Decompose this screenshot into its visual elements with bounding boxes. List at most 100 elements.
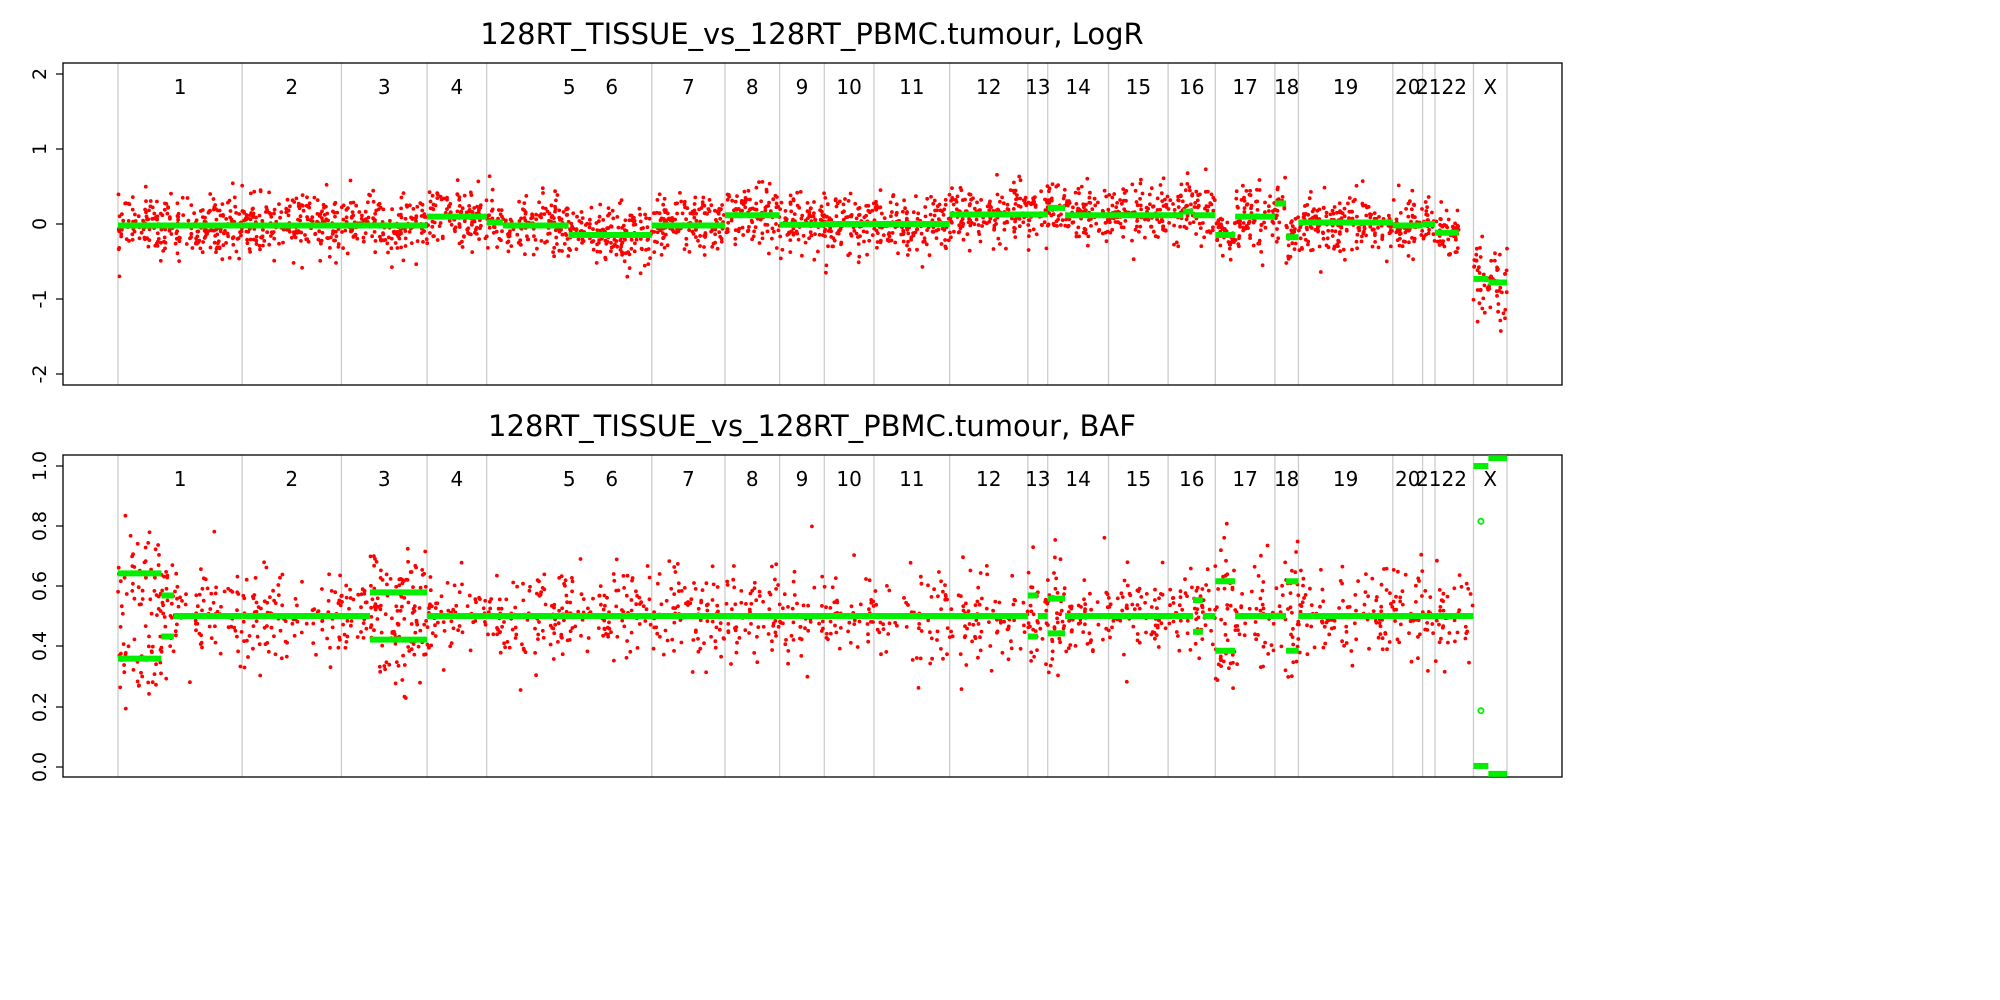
logr-raw-point bbox=[733, 236, 738, 241]
logr-raw-point bbox=[1406, 254, 1411, 258]
baf-raw-point bbox=[1228, 661, 1233, 666]
baf-raw-point bbox=[1058, 640, 1062, 645]
logr-raw-point bbox=[389, 246, 394, 251]
baf-raw-point bbox=[1256, 633, 1260, 637]
baf-raw-point bbox=[1055, 620, 1060, 625]
baf-raw-point bbox=[1426, 669, 1430, 673]
logr-raw-point bbox=[1137, 229, 1141, 234]
baf-raw-point bbox=[1453, 639, 1457, 644]
logr-raw-point bbox=[557, 229, 562, 234]
baf-raw-point bbox=[398, 608, 403, 613]
logr-raw-point bbox=[1338, 249, 1342, 254]
baf-raw-point bbox=[1031, 545, 1035, 550]
baf-raw-point bbox=[416, 644, 421, 649]
logr-raw-point bbox=[1353, 197, 1357, 202]
baf-raw-point bbox=[454, 603, 459, 608]
baf-raw-point bbox=[1437, 640, 1442, 645]
baf-raw-point bbox=[974, 618, 979, 623]
logr-raw-point bbox=[1051, 221, 1056, 226]
logr-raw-points bbox=[116, 167, 1509, 333]
logr-raw-point bbox=[958, 186, 963, 190]
baf-raw-point bbox=[1083, 609, 1087, 614]
baf-raw-point bbox=[1082, 597, 1086, 602]
baf-raw-point bbox=[457, 590, 462, 595]
logr-raw-point bbox=[565, 206, 569, 211]
baf-raw-point bbox=[1309, 624, 1314, 629]
baf-raw-point bbox=[568, 600, 573, 605]
baf-raw-point bbox=[1035, 648, 1039, 652]
baf-raw-point bbox=[496, 627, 500, 632]
baf-raw-point bbox=[456, 628, 460, 633]
baf-raw-point bbox=[1029, 585, 1033, 589]
baf-raw-point bbox=[1344, 624, 1349, 629]
logr-raw-point bbox=[300, 193, 305, 198]
baf-raw-point bbox=[460, 582, 464, 587]
baf-raw-point bbox=[1178, 589, 1183, 594]
logr-raw-point bbox=[960, 217, 965, 221]
logr-raw-point bbox=[341, 246, 345, 251]
logr-raw-point bbox=[1004, 246, 1008, 251]
logr-raw-point bbox=[1153, 234, 1158, 239]
baf-raw-point bbox=[1157, 596, 1161, 601]
logr-raw-point bbox=[1155, 196, 1160, 201]
logr-raw-point bbox=[204, 228, 208, 233]
baf-raw-point bbox=[504, 597, 509, 602]
baf-raw-point bbox=[918, 574, 923, 579]
baf-raw-point bbox=[393, 641, 398, 646]
baf-raw-point bbox=[1012, 597, 1017, 602]
logr-raw-point bbox=[1276, 236, 1281, 241]
baf-segment-point bbox=[1477, 707, 1485, 715]
logr-raw-point bbox=[925, 228, 929, 233]
baf-raw-point bbox=[420, 568, 425, 572]
logr-raw-point bbox=[1210, 228, 1215, 233]
baf-raw-point bbox=[605, 595, 609, 600]
logr-raw-point bbox=[215, 232, 220, 237]
baf-raw-point bbox=[699, 598, 704, 603]
baf-raw-point bbox=[1018, 646, 1023, 651]
baf-raw-point bbox=[328, 665, 333, 670]
logr-raw-point bbox=[1044, 198, 1049, 203]
baf-raw-point bbox=[1139, 595, 1144, 599]
baf-segments bbox=[118, 455, 1507, 777]
baf-raw-point bbox=[705, 608, 710, 613]
baf-raw-point bbox=[370, 597, 375, 602]
baf-raw-point bbox=[991, 608, 995, 613]
baf-raw-point bbox=[258, 673, 263, 678]
logr-raw-point bbox=[893, 240, 898, 245]
logr-raw-point bbox=[401, 258, 406, 263]
logr-raw-point bbox=[248, 217, 253, 222]
logr-raw-point bbox=[684, 236, 689, 241]
baf-raw-point bbox=[1416, 576, 1421, 581]
logr-raw-point bbox=[205, 232, 210, 236]
logr-chromosome-label: 21 bbox=[1416, 75, 1441, 99]
logr-raw-point bbox=[1324, 210, 1329, 215]
baf-raw-point bbox=[1170, 596, 1175, 600]
baf-raw-point bbox=[293, 597, 298, 601]
baf-raw-point bbox=[713, 639, 718, 644]
logr-raw-point bbox=[739, 209, 743, 214]
logr-raw-point bbox=[641, 226, 645, 230]
baf-raw-point bbox=[1340, 639, 1344, 644]
baf-raw-point bbox=[1291, 642, 1296, 647]
baf-raw-point bbox=[1022, 623, 1026, 628]
logr-raw-point bbox=[775, 195, 779, 199]
logr-raw-point bbox=[1148, 202, 1152, 207]
baf-raw-point bbox=[1377, 621, 1382, 625]
baf-raw-point bbox=[328, 645, 332, 650]
logr-raw-point bbox=[601, 218, 606, 222]
baf-raw-point bbox=[1253, 632, 1257, 637]
logr-raw-point bbox=[238, 230, 242, 235]
logr-raw-point bbox=[180, 195, 185, 200]
baf-raw-point bbox=[749, 622, 753, 626]
logr-raw-point bbox=[254, 215, 258, 220]
logr-raw-point bbox=[725, 227, 730, 232]
logr-raw-point bbox=[462, 193, 467, 198]
baf-raw-point bbox=[1290, 568, 1294, 573]
logr-raw-point bbox=[792, 212, 797, 217]
baf-raw-point bbox=[1356, 579, 1360, 583]
logr-raw-point bbox=[591, 247, 596, 252]
baf-raw-point bbox=[1242, 633, 1247, 638]
logr-raw-point bbox=[844, 215, 848, 220]
baf-raw-point bbox=[621, 609, 626, 614]
baf-raw-point bbox=[495, 573, 499, 578]
